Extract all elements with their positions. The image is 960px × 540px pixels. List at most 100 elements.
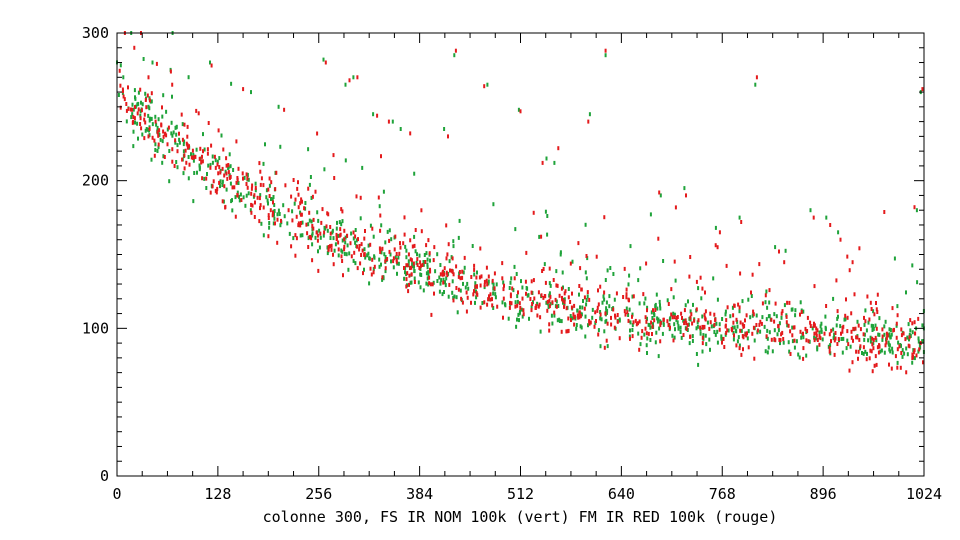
data-point bbox=[350, 254, 353, 259]
data-point bbox=[695, 279, 698, 284]
data-point bbox=[768, 300, 771, 305]
data-point bbox=[563, 297, 566, 302]
data-point bbox=[150, 91, 153, 96]
data-point bbox=[856, 319, 859, 324]
data-point bbox=[869, 335, 872, 340]
data-point bbox=[635, 322, 638, 327]
data-point bbox=[752, 325, 755, 330]
data-point bbox=[783, 260, 786, 265]
data-point bbox=[240, 198, 243, 202]
data-point bbox=[299, 201, 302, 206]
data-point bbox=[380, 223, 383, 228]
data-point bbox=[320, 220, 323, 225]
data-point bbox=[556, 318, 559, 323]
data-point bbox=[661, 331, 664, 336]
data-point bbox=[305, 222, 308, 227]
data-point bbox=[622, 295, 625, 299]
data-point bbox=[813, 335, 816, 340]
data-point bbox=[553, 160, 556, 165]
data-point bbox=[909, 328, 912, 333]
data-point bbox=[546, 299, 549, 304]
data-point bbox=[608, 304, 611, 309]
data-point bbox=[314, 189, 317, 194]
data-point bbox=[174, 125, 177, 130]
data-point bbox=[689, 334, 692, 339]
data-point bbox=[304, 201, 307, 205]
data-point bbox=[214, 165, 217, 170]
data-point bbox=[612, 307, 615, 312]
data-point bbox=[363, 267, 365, 272]
data-point bbox=[492, 306, 495, 310]
data-point bbox=[182, 142, 185, 147]
data-point bbox=[256, 195, 259, 200]
data-point bbox=[187, 75, 190, 80]
data-point bbox=[640, 335, 643, 340]
data-point bbox=[742, 347, 744, 352]
data-point bbox=[587, 323, 589, 328]
data-point bbox=[334, 242, 337, 247]
data-point bbox=[625, 295, 628, 300]
data-point bbox=[739, 271, 742, 276]
data-point bbox=[839, 324, 842, 329]
data-point bbox=[850, 335, 853, 340]
data-point bbox=[176, 143, 179, 148]
data-point bbox=[213, 154, 216, 159]
data-point bbox=[355, 194, 358, 199]
data-point bbox=[802, 356, 805, 361]
x-tick-label: 384 bbox=[406, 485, 433, 503]
data-point bbox=[154, 148, 157, 152]
data-point bbox=[834, 336, 837, 341]
data-point bbox=[612, 272, 615, 276]
data-point bbox=[639, 342, 642, 347]
data-point bbox=[429, 267, 431, 272]
data-point bbox=[384, 255, 387, 259]
data-point bbox=[166, 142, 169, 147]
data-point bbox=[246, 172, 249, 177]
data-point bbox=[871, 328, 874, 332]
data-point bbox=[606, 310, 608, 315]
data-point bbox=[181, 137, 184, 142]
data-point bbox=[629, 320, 632, 325]
data-point bbox=[787, 323, 790, 328]
data-point bbox=[874, 354, 877, 359]
data-point bbox=[137, 136, 139, 141]
data-point bbox=[359, 195, 362, 200]
data-point bbox=[404, 270, 406, 275]
data-point bbox=[250, 210, 253, 215]
data-point bbox=[736, 319, 739, 324]
data-point bbox=[354, 228, 357, 232]
data-point bbox=[151, 60, 154, 65]
data-point bbox=[869, 300, 872, 305]
data-point bbox=[454, 48, 457, 53]
data-point bbox=[917, 339, 920, 344]
data-point bbox=[158, 128, 161, 133]
data-point bbox=[731, 305, 734, 310]
data-point bbox=[672, 295, 675, 300]
data-point bbox=[625, 287, 628, 292]
data-point bbox=[895, 323, 898, 328]
data-point bbox=[918, 347, 921, 352]
data-point bbox=[825, 215, 828, 220]
data-point bbox=[403, 276, 406, 281]
data-point bbox=[392, 259, 395, 264]
data-point bbox=[815, 331, 818, 336]
data-point bbox=[641, 329, 644, 334]
data-point bbox=[299, 223, 302, 228]
data-point bbox=[915, 208, 918, 213]
data-point bbox=[854, 326, 857, 331]
data-point bbox=[173, 164, 176, 168]
data-point bbox=[531, 302, 534, 306]
data-point bbox=[172, 130, 175, 135]
data-point bbox=[422, 262, 425, 267]
data-point bbox=[875, 338, 878, 343]
data-point bbox=[781, 330, 784, 335]
data-point bbox=[491, 297, 493, 302]
data-point bbox=[872, 346, 875, 351]
data-point bbox=[307, 186, 310, 191]
data-point bbox=[764, 349, 767, 354]
data-point bbox=[623, 309, 626, 314]
data-point bbox=[465, 309, 468, 314]
data-point bbox=[229, 164, 232, 169]
data-point bbox=[884, 343, 887, 348]
data-point bbox=[284, 183, 287, 188]
